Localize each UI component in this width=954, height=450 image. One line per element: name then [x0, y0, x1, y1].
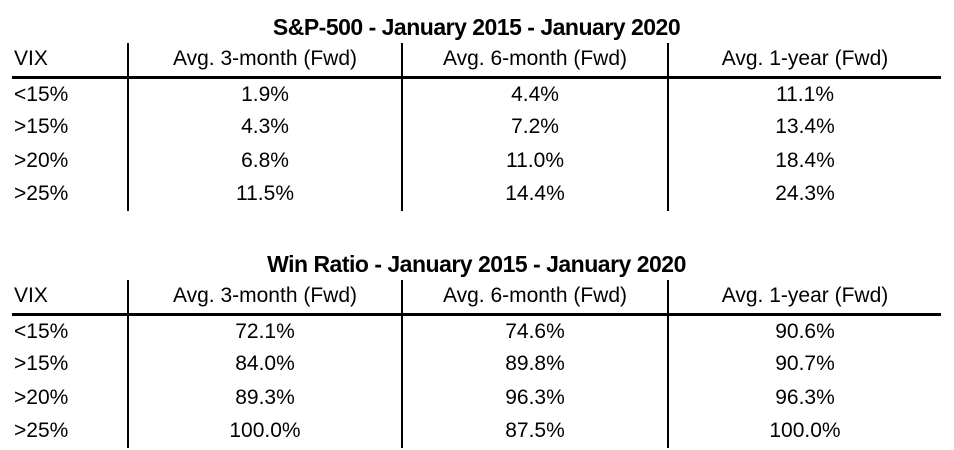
table-cell: 24.3%	[667, 177, 941, 211]
table-cell: 11.5%	[127, 177, 402, 211]
column-header-1year-fwd: Avg. 1-year (Fwd)	[667, 280, 941, 316]
row-label-vix-gt20: >20%	[14, 385, 69, 409]
table-cell: 96.3%	[667, 381, 941, 415]
row-label-vix-lt15: <15%	[14, 319, 69, 343]
table-row: >15% 4.3% 7.2% 13.4%	[12, 110, 941, 144]
table-cell: 90.7%	[667, 347, 941, 381]
column-header-6month-fwd: Avg. 6-month (Fwd)	[401, 43, 668, 79]
column-header-3month-fwd: Avg. 3-month (Fwd)	[127, 43, 402, 79]
table-cell: 1.9%	[127, 77, 402, 111]
row-label-vix-lt15: <15%	[14, 82, 69, 106]
table-cell: 72.1%	[127, 314, 402, 348]
row-label-vix-gt20: >20%	[14, 148, 69, 172]
table-row: >15% 84.0% 89.8% 90.7%	[12, 347, 941, 381]
table-cell: 89.8%	[401, 347, 668, 381]
win-ratio-table-section: Win Ratio - January 2015 - January 2020 …	[12, 237, 941, 448]
table-cell: 4.3%	[127, 110, 402, 144]
sp500-returns-table: VIX Avg. 3-month (Fwd) Avg. 6-month (Fwd…	[12, 43, 941, 211]
column-header-vix: VIX	[12, 280, 128, 316]
table-cell: 11.0%	[401, 144, 668, 178]
row-label-vix-gt15: >15%	[14, 115, 69, 139]
table-cell: 100.0%	[667, 414, 941, 448]
table-cell: 89.3%	[127, 381, 402, 415]
table-cell: 96.3%	[401, 381, 668, 415]
table-cell: 87.5%	[401, 414, 668, 448]
table-row: >25% 11.5% 14.4% 24.3%	[12, 177, 941, 211]
header-row: VIX Avg. 3-month (Fwd) Avg. 6-month (Fwd…	[12, 280, 941, 316]
table-row: >20% 6.8% 11.0% 18.4%	[12, 144, 941, 178]
table-cell: 6.8%	[127, 144, 402, 178]
table-row: >20% 89.3% 96.3% 96.3%	[12, 381, 941, 415]
table-cell: 11.1%	[667, 77, 941, 111]
row-label-vix-gt15: >15%	[14, 352, 69, 376]
table-row: >25% 100.0% 87.5% 100.0%	[12, 414, 941, 448]
row-label-vix-gt25: >25%	[14, 182, 69, 206]
row-label-vix-gt25: >25%	[14, 419, 69, 443]
table-title: S&P-500 - January 2015 - January 2020	[272, 14, 681, 40]
header-row: VIX Avg. 3-month (Fwd) Avg. 6-month (Fwd…	[12, 43, 941, 79]
table-cell: 90.6%	[667, 314, 941, 348]
column-header-vix: VIX	[12, 43, 128, 79]
sp500-returns-table-section: S&P-500 - January 2015 - January 2020 VI…	[12, 0, 941, 211]
table-cell: 7.2%	[401, 110, 668, 144]
table-cell: 4.4%	[401, 77, 668, 111]
table-cell: 84.0%	[127, 347, 402, 381]
column-header-6month-fwd: Avg. 6-month (Fwd)	[401, 280, 668, 316]
table-cell: 74.6%	[401, 314, 668, 348]
win-ratio-table: VIX Avg. 3-month (Fwd) Avg. 6-month (Fwd…	[12, 280, 941, 448]
table-row: <15% 1.9% 4.4% 11.1%	[12, 77, 941, 111]
table-cell: 18.4%	[667, 144, 941, 178]
table-cell: 100.0%	[127, 414, 402, 448]
table-cell: 14.4%	[401, 177, 668, 211]
table-title: Win Ratio - January 2015 - January 2020	[267, 251, 686, 277]
table-cell: 13.4%	[667, 110, 941, 144]
column-header-3month-fwd: Avg. 3-month (Fwd)	[127, 280, 402, 316]
table-row: <15% 72.1% 74.6% 90.6%	[12, 314, 941, 348]
column-header-1year-fwd: Avg. 1-year (Fwd)	[667, 43, 941, 79]
